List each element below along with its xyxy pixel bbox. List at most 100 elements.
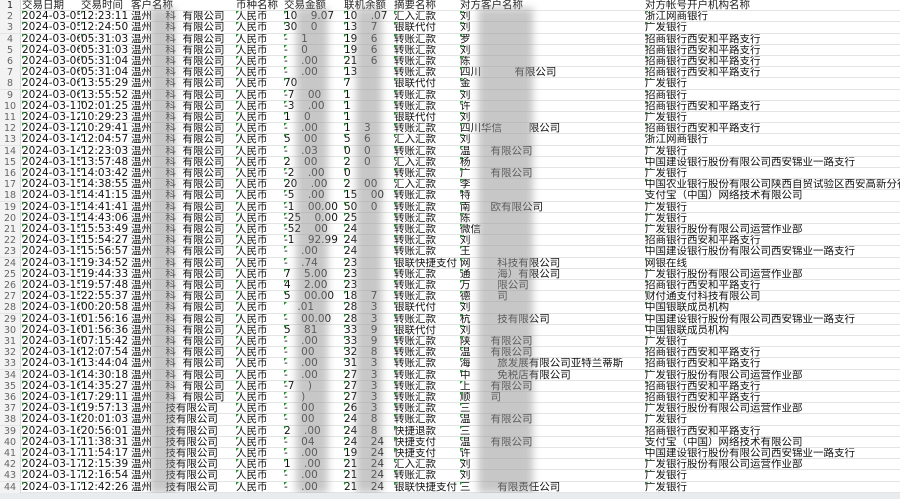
cell-summary[interactable]: 转账汇款 (394, 235, 460, 246)
cell-counterparty[interactable]: 三 有限责任公司 (460, 481, 645, 493)
cell-summary[interactable]: 转账汇款 (394, 358, 460, 369)
cell-customer[interactable]: 温州 科 有限公司 (131, 100, 225, 112)
cell-customer[interactable]: 温州 技有限公司 (131, 459, 218, 471)
cell-summary[interactable]: 转账汇款 (394, 380, 460, 392)
cell-counterparty[interactable]: 刘 (460, 235, 645, 246)
cell-date[interactable]: 2024-03-06 (22, 56, 80, 67)
cell-counterparty-bank[interactable]: 广发银行 (645, 470, 900, 481)
cell-date[interactable]: 2024-03-15 (22, 212, 80, 224)
cell-balance[interactable]: 10 .07 (344, 11, 394, 22)
cell-amount[interactable]: 1 0 (284, 112, 344, 123)
cell-customer[interactable]: 温州 科 有限公司 (131, 190, 225, 202)
cell-amount[interactable]: - 00.00 (284, 313, 344, 325)
cell-date[interactable]: 2024-03-11 (22, 100, 80, 112)
cell-time[interactable]: 14:41:41 (81, 201, 131, 213)
cell-balance[interactable]: 13 7 (344, 22, 394, 33)
cell-balance[interactable]: 24 24 (344, 436, 394, 448)
column-header-time[interactable]: 交易时间 (81, 0, 123, 11)
cell-amount[interactable]: - .00 (284, 336, 344, 347)
cell-customer[interactable]: 温州 科 有限公司 (131, 44, 225, 56)
cell-summary[interactable]: 转账汇款 (394, 470, 460, 481)
cell-counterparty[interactable]: 刘 (460, 89, 645, 101)
cell-amount[interactable]: - ) (284, 392, 344, 403)
row-number[interactable]: 39 (0, 425, 21, 437)
cell-time[interactable]: 20:01:03 (81, 414, 131, 425)
cell-amount[interactable]: - 0 (284, 44, 344, 56)
cell-currency[interactable]: 人民币 (236, 168, 284, 179)
cell-amount[interactable]: - .74 (284, 257, 344, 269)
cell-counterparty-bank[interactable]: 广发银行 (645, 201, 900, 213)
cell-balance[interactable]: 24 8 (344, 425, 394, 437)
cell-date[interactable]: 2024-03-16 (22, 425, 80, 437)
cell-customer[interactable]: 温州 科 有限公司 (131, 380, 225, 392)
cell-date[interactable]: 2024-03-15 (22, 201, 80, 213)
cell-summary[interactable]: 快捷支付 (394, 448, 460, 459)
cell-counterparty[interactable]: 杭 技有限公司 (460, 313, 645, 325)
cell-currency[interactable]: 人民币 (236, 33, 284, 45)
cell-customer[interactable]: 温州 科 有限公司 (131, 235, 225, 247)
column-header-date[interactable]: 交易日期 (22, 0, 64, 11)
row-number[interactable]: 3 (0, 22, 21, 34)
cell-counterparty-bank[interactable]: 广发银行股份有限公司运营作业部 (645, 459, 900, 470)
cell-counterparty-bank[interactable]: 广发银行股份有限公司运营作业部 (645, 403, 900, 414)
cell-date[interactable]: 2024-03-15 (22, 280, 80, 291)
cell-amount[interactable]: - .00 (284, 448, 344, 459)
cell-date[interactable]: 2024-03-16 (22, 358, 80, 370)
cell-time[interactable]: 12:07:54 (81, 347, 131, 358)
cell-balance[interactable]: 2 0 (344, 156, 394, 168)
cell-date[interactable]: 2024-03-15 (22, 235, 80, 247)
cell-amount[interactable]: -52 00 (284, 224, 344, 235)
row-number[interactable]: 42 (0, 459, 21, 471)
cell-balance[interactable]: 27 3 (344, 380, 394, 392)
cell-date[interactable]: 2024-03-16 (22, 392, 80, 403)
cell-summary[interactable]: 快捷退款 (394, 425, 460, 437)
cell-amount[interactable]: 20 .00 (284, 179, 344, 190)
cell-currency[interactable]: 人民币 (236, 56, 284, 67)
cell-customer[interactable]: 温州 科 有限公司 (131, 156, 225, 168)
cell-summary[interactable]: 转账汇款 (394, 414, 460, 425)
row-number[interactable]: 41 (0, 448, 21, 459)
cell-time[interactable]: 12:42:26 (81, 481, 131, 493)
cell-counterparty-bank[interactable]: 中国银联成员机构 (645, 302, 900, 313)
cell-counterparty-bank[interactable]: 招商银行西安和平路支行 (645, 280, 900, 291)
cell-time[interactable]: 05:31:03 (81, 33, 131, 45)
cell-balance[interactable]: 5 6 (344, 134, 394, 145)
cell-counterparty[interactable]: 网 科技有限公司 (460, 257, 645, 269)
cell-amount[interactable]: -3 .00 (284, 100, 344, 112)
row-number[interactable]: 11 (0, 112, 21, 123)
cell-counterparty-bank[interactable]: 招商银行西安和平路支行 (645, 380, 900, 392)
cell-date[interactable]: 2024-03-05 (22, 22, 80, 34)
cell-currency[interactable]: 人民币 (236, 100, 284, 112)
cell-time[interactable]: 12:04:57 (81, 134, 131, 145)
cell-amount[interactable]: -7 00 (284, 89, 344, 101)
cell-counterparty[interactable]: 陈 (460, 56, 645, 67)
cell-summary[interactable]: 转账汇款 (394, 67, 460, 78)
cell-customer[interactable]: 温州 科 有限公司 (131, 145, 225, 157)
cell-currency[interactable]: 人民币 (236, 268, 284, 280)
cell-counterparty[interactable]: 刘 (460, 324, 645, 336)
cell-customer[interactable]: 温州 技有限公司 (131, 436, 218, 448)
cell-summary[interactable]: 转账汇款 (394, 168, 460, 179)
cell-amount[interactable]: -25 0.00 (284, 212, 344, 224)
cell-counterparty[interactable]: 微信 (460, 224, 645, 235)
row-number[interactable]: 21 (0, 224, 21, 235)
cell-amount[interactable]: -1 92.99 (284, 235, 344, 246)
cell-balance[interactable]: 32 8 (344, 347, 394, 358)
cell-currency[interactable]: 人民币 (236, 145, 284, 157)
cell-counterparty-bank[interactable]: 支付宝（中国）网络技术有限公司 (645, 436, 900, 448)
cell-summary[interactable]: 转账汇款 (394, 190, 460, 201)
cell-counterparty[interactable]: 三 (460, 403, 645, 414)
cell-summary[interactable]: 转账汇款 (394, 369, 460, 381)
cell-date[interactable]: 2024-03-16 (22, 324, 80, 336)
cell-currency[interactable]: 人民币 (236, 112, 284, 123)
cell-counterparty[interactable]: 刘 (460, 470, 645, 481)
cell-counterparty-bank[interactable]: 广发银行股份有限公司运营作业部 (645, 369, 900, 381)
row-number[interactable]: 44 (0, 481, 21, 493)
cell-counterparty[interactable]: 温 有限公司 (460, 145, 645, 157)
cell-summary[interactable]: 转账汇款 (394, 347, 460, 358)
cell-amount[interactable]: 5 00.00 (284, 291, 344, 302)
cell-currency[interactable]: 人民币 (236, 448, 284, 459)
cell-customer[interactable]: 温州 科 有限公司 (131, 201, 225, 213)
cell-amount[interactable]: -7 ) (284, 380, 344, 392)
